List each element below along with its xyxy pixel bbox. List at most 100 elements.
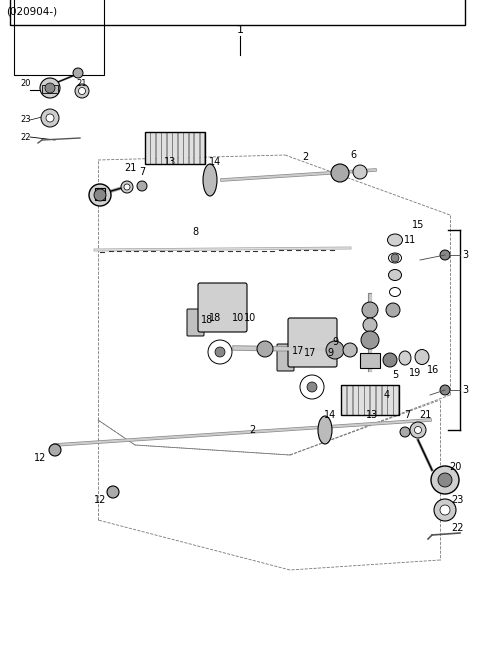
Bar	[438, 473, 452, 485]
Text: 6: 6	[350, 150, 356, 160]
Text: 22: 22	[451, 523, 463, 533]
Bar	[200, 132, 204, 164]
Bar	[178, 132, 182, 164]
FancyBboxPatch shape	[198, 283, 247, 332]
Ellipse shape	[387, 234, 403, 246]
Text: 12: 12	[94, 495, 106, 505]
Ellipse shape	[389, 287, 400, 296]
Text: 18: 18	[209, 313, 221, 323]
Ellipse shape	[388, 270, 401, 281]
Text: 21: 21	[124, 163, 136, 173]
Circle shape	[362, 302, 378, 318]
Text: 19: 19	[409, 368, 421, 378]
FancyBboxPatch shape	[187, 309, 204, 336]
Text: 20: 20	[449, 462, 461, 472]
Bar	[161, 132, 166, 164]
Bar	[150, 132, 155, 164]
Bar	[364, 385, 369, 415]
Bar	[393, 385, 398, 415]
Text: 2: 2	[302, 152, 308, 162]
Text: 7: 7	[404, 410, 410, 420]
Circle shape	[410, 422, 426, 438]
Bar	[360, 353, 380, 368]
Circle shape	[94, 189, 106, 201]
Circle shape	[73, 68, 83, 78]
Bar	[14, 0, 104, 75]
Circle shape	[300, 375, 324, 399]
Circle shape	[343, 343, 357, 357]
Circle shape	[361, 331, 379, 349]
Bar	[347, 385, 352, 415]
Circle shape	[208, 340, 232, 364]
Circle shape	[137, 181, 147, 191]
Text: 4: 4	[384, 390, 390, 400]
Text: 10: 10	[244, 313, 256, 323]
Bar	[145, 132, 150, 164]
Text: 20: 20	[20, 79, 31, 88]
Bar	[183, 132, 188, 164]
Circle shape	[391, 254, 399, 262]
Text: 14: 14	[324, 410, 336, 420]
Circle shape	[257, 341, 273, 357]
Text: 9: 9	[327, 348, 333, 358]
Circle shape	[107, 486, 119, 498]
Bar	[167, 132, 172, 164]
Bar	[145, 132, 205, 164]
Text: 13: 13	[164, 157, 176, 167]
Circle shape	[440, 505, 450, 515]
Bar	[172, 132, 177, 164]
Bar	[194, 132, 199, 164]
Text: 22: 22	[20, 133, 31, 142]
Text: 17: 17	[304, 348, 316, 358]
Text: 8: 8	[192, 227, 198, 237]
Circle shape	[440, 385, 450, 395]
Text: 3: 3	[462, 250, 468, 260]
Circle shape	[45, 83, 55, 93]
Text: (020904-): (020904-)	[6, 7, 57, 17]
Circle shape	[46, 114, 54, 122]
Bar	[359, 385, 363, 415]
Text: 17: 17	[292, 346, 304, 356]
Circle shape	[363, 318, 377, 332]
Circle shape	[215, 347, 225, 357]
Circle shape	[49, 444, 61, 456]
Bar	[387, 385, 393, 415]
Circle shape	[41, 109, 59, 127]
Circle shape	[89, 184, 111, 206]
Bar	[95, 188, 105, 200]
Text: 21: 21	[419, 410, 431, 420]
Circle shape	[353, 165, 367, 179]
Ellipse shape	[203, 164, 217, 196]
Text: 10: 10	[232, 313, 244, 323]
Circle shape	[415, 426, 421, 434]
Bar	[341, 385, 346, 415]
Text: 18: 18	[201, 315, 213, 325]
Ellipse shape	[388, 253, 401, 263]
Bar	[353, 385, 358, 415]
Bar	[156, 132, 161, 164]
Text: 5: 5	[392, 370, 398, 380]
Bar	[189, 132, 193, 164]
Bar	[370, 385, 375, 415]
Circle shape	[431, 466, 459, 494]
Circle shape	[400, 427, 410, 437]
Bar	[376, 385, 381, 415]
Circle shape	[383, 353, 397, 367]
Ellipse shape	[318, 416, 332, 444]
FancyBboxPatch shape	[277, 344, 294, 371]
Circle shape	[326, 341, 344, 359]
Bar	[341, 385, 399, 415]
Circle shape	[440, 250, 450, 260]
Text: 14: 14	[209, 157, 221, 167]
Text: 23: 23	[451, 495, 463, 505]
Text: 2: 2	[249, 425, 255, 435]
Circle shape	[79, 88, 85, 94]
Text: 11: 11	[404, 235, 416, 245]
Text: 21: 21	[77, 79, 87, 88]
Text: 23: 23	[20, 116, 31, 125]
Ellipse shape	[399, 351, 411, 365]
Text: 1: 1	[237, 25, 243, 35]
Bar	[382, 385, 387, 415]
Text: 3: 3	[462, 385, 468, 395]
Text: 15: 15	[412, 220, 424, 230]
